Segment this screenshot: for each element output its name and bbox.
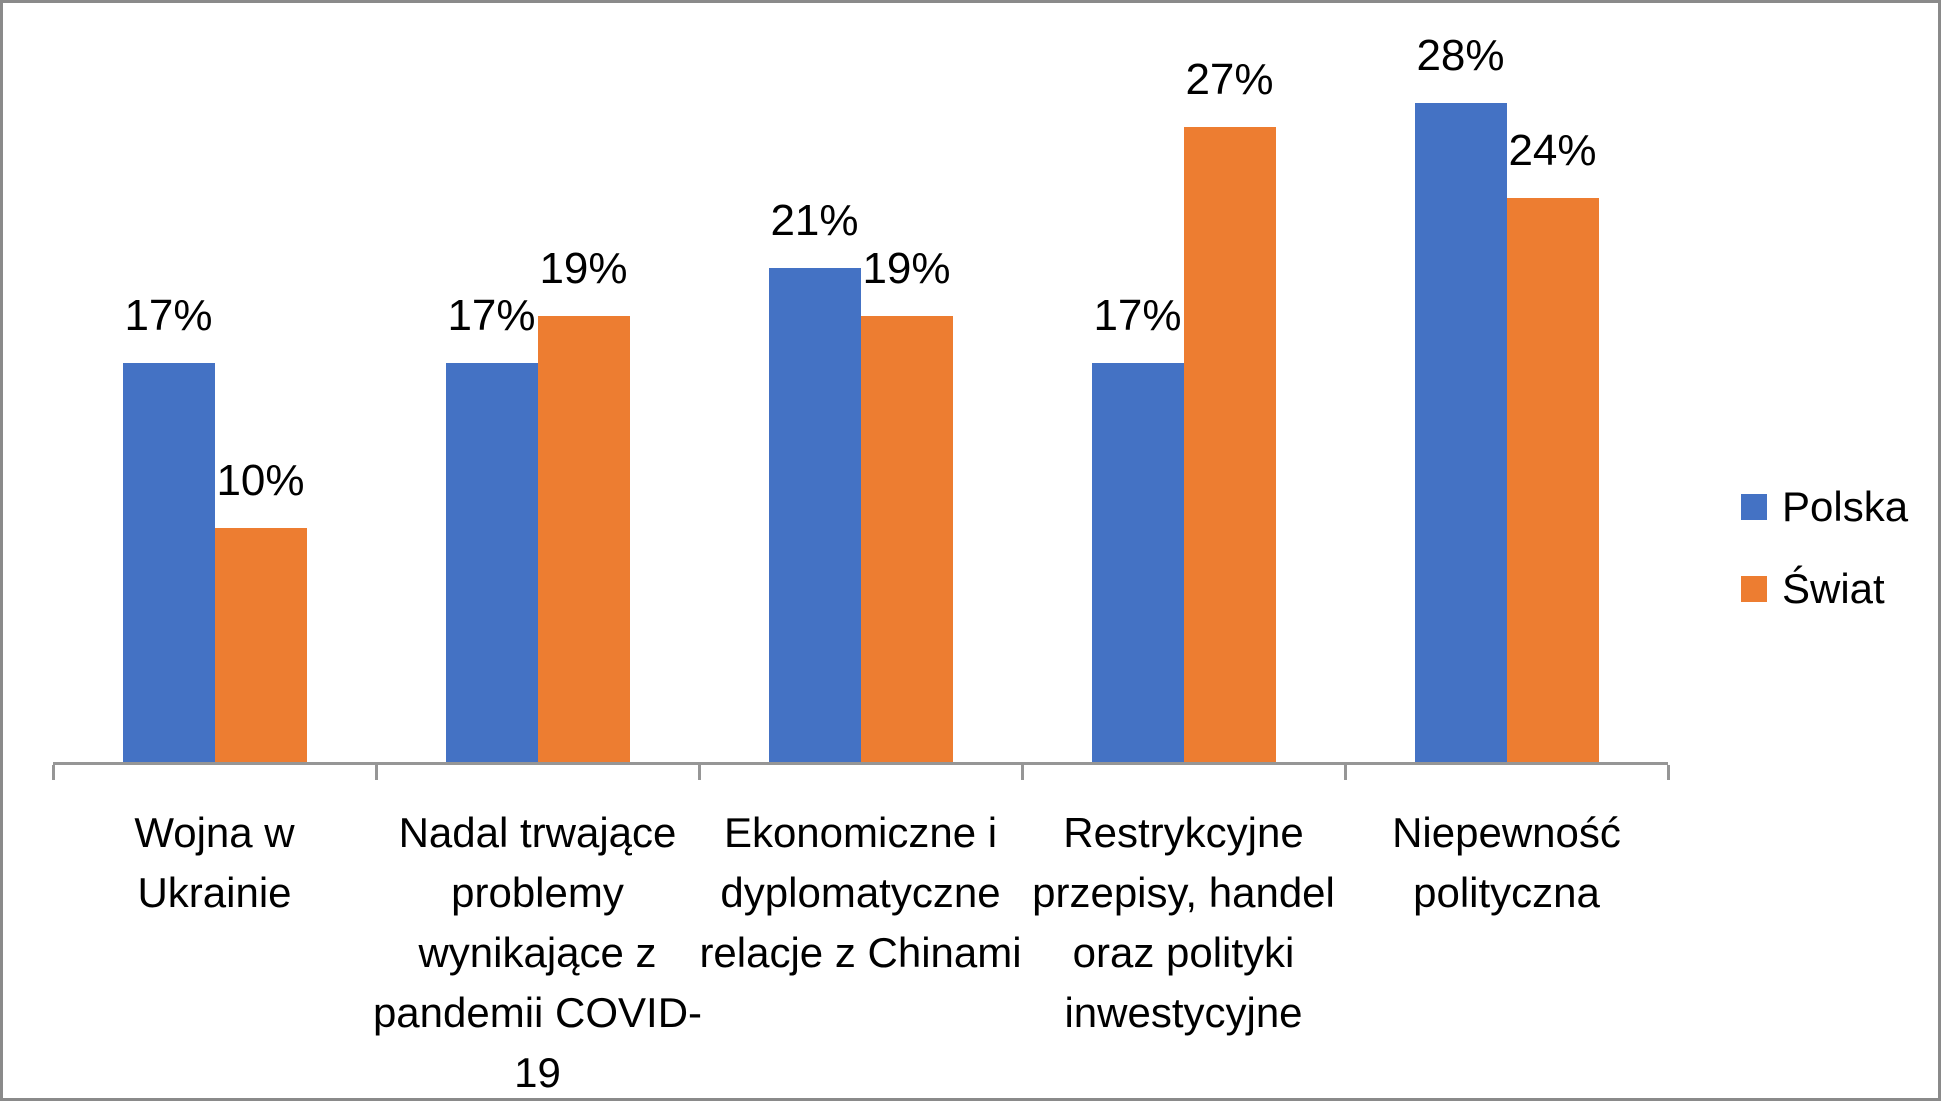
legend: Polska Świat xyxy=(1741,486,1908,650)
bar-swiat-2 xyxy=(860,315,953,765)
x-axis-line xyxy=(53,762,1668,765)
category-label-3: Restrykcyjne przepisy, handel oraz polit… xyxy=(1032,809,1335,1036)
legend-label-polska: Polska xyxy=(1782,483,1909,530)
legend-swatch-swiat xyxy=(1741,576,1767,602)
bar-swiat-0 xyxy=(214,528,307,765)
bar-swiat-4 xyxy=(1506,197,1599,765)
plot-area xyxy=(3,3,1938,1098)
bar-polska-2 xyxy=(768,268,861,765)
x-axis-ticks xyxy=(3,3,1938,1098)
x-axis-labels: Wojna w Ukrainie Nadal trwające problemy … xyxy=(3,3,1938,1098)
category-label-1: Nadal trwające problemy wynikające z pan… xyxy=(372,809,703,1096)
axis-tick-3 xyxy=(1020,765,1024,780)
bar-value-label-polska-0: 17% xyxy=(124,290,213,340)
bar-value-label-swiat-4: 24% xyxy=(1508,125,1597,175)
legend-item-polska: Polska xyxy=(1741,486,1908,528)
axis-tick-1 xyxy=(374,765,378,780)
category-label-2: Ekonomiczne i dyplomatyczne relacje z Ch… xyxy=(699,809,1022,976)
legend-label-swiat: Świat xyxy=(1782,565,1885,612)
bar-value-label-swiat-3: 27% xyxy=(1185,54,1274,104)
bar-value-label-swiat-2: 19% xyxy=(862,243,951,293)
axis-tick-5 xyxy=(1666,765,1670,780)
legend-swatch-polska xyxy=(1741,494,1767,520)
data-labels: 17% 10% 17% 19% 21% 19% 17% 27% 28% 24% xyxy=(3,3,1938,1098)
bar-swiat-3 xyxy=(1183,126,1276,765)
bar-value-label-polska-3: 17% xyxy=(1093,290,1182,340)
category-label-4: Niepewność polityczna xyxy=(1392,809,1621,916)
category-label-0: Wojna w Ukrainie xyxy=(134,809,295,916)
axis-tick-2 xyxy=(697,765,701,780)
bar-value-label-swiat-0: 10% xyxy=(216,456,305,505)
bar-swiat-1 xyxy=(537,315,630,765)
bar-polska-4 xyxy=(1414,103,1507,765)
bar-value-label-polska-1: 17% xyxy=(447,290,536,340)
bar-value-label-polska-4: 28% xyxy=(1416,31,1505,81)
bar-polska-0 xyxy=(122,362,215,765)
bar-value-label-polska-2: 21% xyxy=(770,196,859,246)
bar-polska-1 xyxy=(445,362,538,765)
bar-value-label-swiat-1: 19% xyxy=(539,243,628,293)
bar-polska-3 xyxy=(1091,362,1184,765)
axis-tick-0 xyxy=(51,765,55,780)
axis-tick-4 xyxy=(1343,765,1347,780)
legend-item-swiat: Świat xyxy=(1741,568,1908,610)
